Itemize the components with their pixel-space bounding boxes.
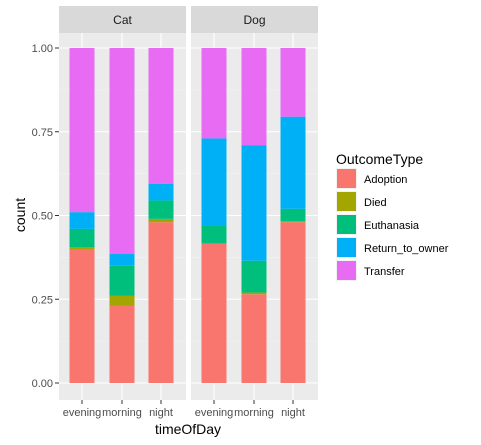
facet-panel-dog: Dog evening morning night [191, 6, 318, 419]
bar-segment-died [109, 295, 135, 306]
legend-label: Euthanasia [364, 220, 420, 232]
legend-label: Transfer [364, 266, 405, 278]
x-tick-label: morning [234, 407, 274, 419]
bar-segment-transfer [280, 48, 306, 117]
facet-panel-cat: Cat evening morning night [59, 6, 186, 419]
bar-segment-return-to-owner [69, 212, 95, 229]
bar-segment-adoption [280, 222, 306, 383]
legend-swatch-transfer [337, 261, 356, 280]
y-tick-label: 1.00 [32, 43, 53, 55]
bar-segment-adoption [148, 222, 174, 383]
bar-segment-adoption [201, 243, 227, 383]
y-tick-label: 0.75 [32, 127, 53, 139]
legend-swatch-return-to-owner [337, 238, 356, 257]
x-tick-label: evening [63, 407, 102, 419]
bar-segment-transfer [148, 48, 174, 184]
x-tick-label: night [281, 407, 305, 419]
bar-segment-return-to-owner [109, 254, 135, 266]
bar-segment-transfer [241, 48, 267, 146]
bar-segment-euthanasia [280, 208, 306, 222]
bar-segment-died [148, 218, 174, 223]
bar-segment-died [201, 242, 227, 244]
facet-strip [191, 6, 318, 33]
facet-strip-label: Cat [113, 13, 132, 27]
legend-label: Died [364, 197, 387, 209]
legend-swatch-adoption [337, 169, 356, 188]
bar-segment-transfer [69, 48, 95, 213]
bar-segment-return-to-owner [241, 145, 267, 261]
y-tick-label: 0.00 [32, 378, 53, 390]
y-tick-label: 0.50 [32, 211, 53, 223]
bar-segment-return-to-owner [148, 183, 174, 201]
bar-segment-transfer [201, 48, 227, 139]
bar-segment-died [280, 221, 306, 223]
legend-title: OutcomeType [336, 151, 423, 167]
bar-segment-return-to-owner [280, 116, 306, 209]
legend: OutcomeType Adoption Died Euthanasia Return… [336, 151, 449, 281]
bar-segment-euthanasia [241, 260, 267, 293]
bar-segment-euthanasia [148, 200, 174, 219]
bar-segment-died [69, 247, 95, 249]
legend-swatch-euthanasia [337, 215, 356, 234]
bar-segment-adoption [69, 249, 95, 383]
y-axis: 0.00 0.25 0.50 0.75 1.00 [32, 43, 59, 390]
bar-segment-adoption [241, 294, 267, 383]
bar-segment-euthanasia [201, 225, 227, 243]
bar-segment-died [241, 292, 267, 295]
bar-segment-euthanasia [69, 228, 95, 248]
legend-label: Adoption [364, 174, 407, 186]
legend-label: Return_to_owner [364, 243, 449, 255]
bar-segment-adoption [109, 305, 135, 383]
x-tick-label: evening [195, 407, 234, 419]
bar-segment-transfer [109, 48, 135, 255]
x-tick-label: morning [102, 407, 142, 419]
x-tick-label: night [149, 407, 173, 419]
facet-strip [59, 6, 186, 33]
x-axis-title: timeOfDay [155, 421, 221, 437]
bar-segment-euthanasia [109, 265, 135, 296]
y-tick-label: 0.25 [32, 294, 53, 306]
legend-swatch-died [337, 192, 356, 211]
facet-strip-label: Dog [243, 13, 265, 27]
bar-segment-return-to-owner [201, 138, 227, 226]
y-axis-title: count [12, 198, 28, 232]
